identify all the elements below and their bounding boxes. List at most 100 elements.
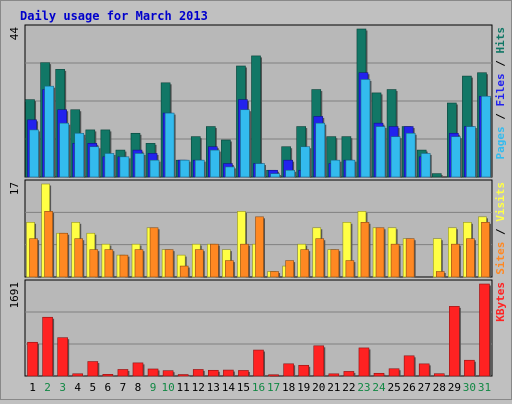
x-tick-label-7: 7 xyxy=(120,381,127,394)
kbytes-bar-7 xyxy=(118,369,130,376)
hits-bar-16 xyxy=(252,56,263,177)
legend-entry-hits: Hits xyxy=(494,27,507,54)
x-tick-label-30: 30 xyxy=(463,381,476,394)
sites-bar-13 xyxy=(210,244,220,277)
pages-bar-29 xyxy=(451,137,462,177)
kbytes-bar-31 xyxy=(479,284,491,376)
legend-entry-sites: Sites xyxy=(494,242,507,275)
kbytes-bar-1-body xyxy=(28,342,38,376)
pages-bar-21-body xyxy=(331,160,340,177)
kbytes-bar-6 xyxy=(103,374,115,376)
kbytes-bar-7-body xyxy=(118,369,128,376)
x-tick-label-18: 18 xyxy=(282,381,295,394)
pages-bar-3-body xyxy=(60,123,69,177)
pages-bar-25 xyxy=(391,137,402,177)
hits-bar-28-body xyxy=(432,174,441,177)
sites-bar-21-body xyxy=(331,250,339,277)
pages-bar-18-body xyxy=(286,170,295,177)
sites-bar-2 xyxy=(45,211,55,277)
sites-bar-14 xyxy=(225,261,235,277)
kbytes-bar-24-body xyxy=(374,373,384,376)
pages-bar-18 xyxy=(286,170,297,177)
sites-bar-31 xyxy=(481,222,491,277)
x-tick-label-13: 13 xyxy=(207,381,220,394)
kbytes-bar-19 xyxy=(299,365,311,376)
x-tick-label-4: 4 xyxy=(74,381,81,394)
sites-bar-10 xyxy=(165,250,175,277)
pages-bar-16-body xyxy=(256,164,265,177)
x-tick-label-14: 14 xyxy=(222,381,236,394)
sites-bar-7 xyxy=(120,255,130,277)
kbytes-bar-17 xyxy=(269,375,281,377)
kbytes-bar-18-body xyxy=(284,364,294,376)
sites-bar-12-body xyxy=(195,250,203,277)
pages-bar-20 xyxy=(316,123,327,177)
pages-bar-17-body xyxy=(271,174,280,177)
kbytes-bar-25-body xyxy=(389,369,399,376)
kbytes-bar-11-body xyxy=(178,375,188,376)
pages-bar-8 xyxy=(135,153,146,177)
sites-bar-1 xyxy=(30,239,40,277)
kbytes-bar-21 xyxy=(329,374,341,376)
pages-bar-26-body xyxy=(406,133,415,177)
pages-bar-1 xyxy=(30,130,41,177)
pages-bar-14 xyxy=(225,167,236,177)
kbytes-bar-13 xyxy=(208,370,220,376)
kbytes-bar-5-body xyxy=(88,362,98,376)
legend-entry-pages: Pages xyxy=(494,126,507,159)
sites-bar-10-body xyxy=(165,250,173,277)
pages-bar-21 xyxy=(331,160,342,177)
sites-bar-4-body xyxy=(75,239,83,277)
pages-bar-24-body xyxy=(376,127,385,177)
kbytes-bar-22 xyxy=(344,371,356,376)
x-tick-label-20: 20 xyxy=(312,381,325,394)
kbytes-bar-1 xyxy=(28,342,40,376)
sites-bar-4 xyxy=(75,239,85,277)
pages-bar-17 xyxy=(271,174,282,177)
kbytes-panel-ymax-label: 1691 xyxy=(8,282,21,309)
sites-bar-30 xyxy=(466,239,476,277)
sites-bar-5 xyxy=(90,250,100,277)
sites-bar-1-body xyxy=(30,239,38,277)
sites-bar-25 xyxy=(391,244,401,277)
pages-bar-23-body xyxy=(361,79,370,177)
sites-bar-29-body xyxy=(451,244,459,277)
sites-bar-13-body xyxy=(210,244,218,277)
kbytes-bar-3-body xyxy=(58,338,68,376)
sites-bar-5-body xyxy=(90,250,98,277)
kbytes-bar-27 xyxy=(419,364,431,376)
pages-bar-7 xyxy=(120,157,131,177)
pages-bar-19-body xyxy=(301,147,310,177)
legend-entry-kbytes: KBytes xyxy=(494,282,507,322)
sites-bar-9 xyxy=(150,228,160,277)
pages-bar-1-body xyxy=(30,130,39,177)
kbytes-bar-14-body xyxy=(223,370,233,376)
pages-bar-25-body xyxy=(391,137,400,177)
kbytes-panel: 1691 KBytes xyxy=(8,280,507,377)
kbytes-bar-26-body xyxy=(404,356,414,376)
kbytes-bar-8-body xyxy=(133,363,143,376)
sites-bar-16-body xyxy=(256,217,264,277)
kbytes-bar-3 xyxy=(58,338,69,376)
sites-bar-24 xyxy=(376,228,386,277)
pages-bar-11-body xyxy=(180,160,189,177)
sites-bar-23 xyxy=(361,222,371,277)
kbytes-bar-30 xyxy=(464,360,476,376)
pages-bar-20-body xyxy=(316,123,325,177)
kbytes-bar-14 xyxy=(223,370,235,376)
pages-bar-19 xyxy=(301,147,312,177)
pages-bar-30-body xyxy=(466,127,475,177)
sites-bar-28 xyxy=(436,272,446,277)
kbytes-bar-12 xyxy=(193,369,205,376)
kbytes-bar-9 xyxy=(148,369,160,376)
pages-bar-16 xyxy=(256,164,267,177)
pages-bar-15 xyxy=(240,110,251,177)
pages-bar-24 xyxy=(376,127,387,177)
sites-bar-2-body xyxy=(45,211,53,277)
pages-bar-30 xyxy=(466,127,477,177)
kbytes-bar-5 xyxy=(88,362,100,376)
hits-panel-legend: Pages / Files / Hits xyxy=(494,27,507,160)
kbytes-bar-23 xyxy=(359,348,371,376)
kbytes-bar-30-body xyxy=(464,360,474,376)
pages-bar-29-body xyxy=(451,137,460,177)
